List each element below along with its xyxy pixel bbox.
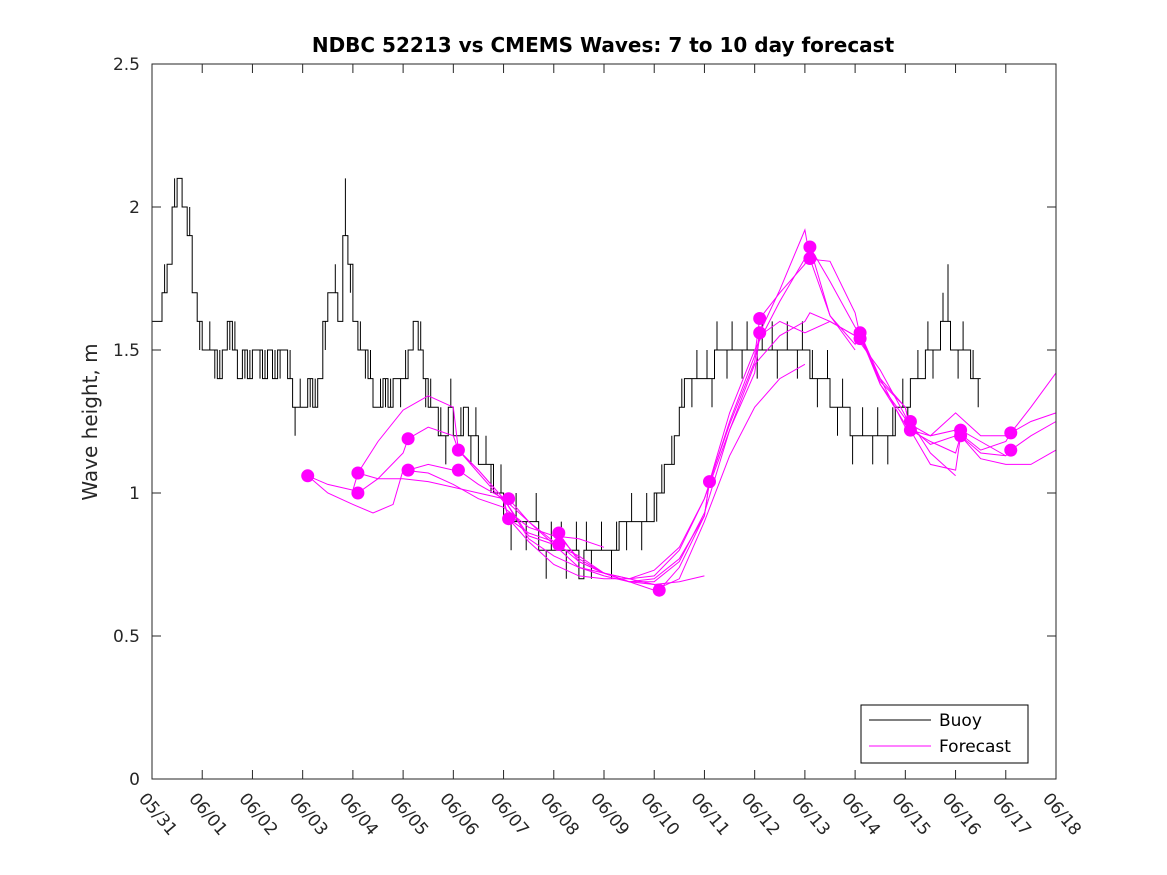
forecast-marker-16	[803, 240, 817, 254]
forecast-marker-12	[652, 583, 666, 597]
y-axis-label: Wave height, m	[78, 343, 102, 500]
forecast-marker-17	[803, 252, 817, 265]
forecast-marker-4	[401, 432, 415, 446]
forecast-run-line-1	[307, 469, 605, 548]
y-tick-label: 1.5	[113, 341, 140, 361]
forecast-marker-10	[552, 526, 566, 540]
forecast-marker-9	[502, 512, 516, 526]
forecast-marker-8	[502, 492, 516, 506]
forecast-marker-24	[1004, 426, 1018, 440]
forecast-marker-19	[853, 332, 867, 346]
forecast-run-line-6	[458, 257, 956, 591]
forecast-run-line-3	[357, 363, 806, 591]
forecast-marker-6	[451, 443, 465, 457]
y-tick-label: 1	[129, 484, 140, 504]
forecast-marker-1	[301, 469, 315, 483]
y-tick-label: 0	[129, 770, 140, 790]
forecast-marker-14	[753, 312, 767, 325]
legend-box	[860, 704, 1029, 764]
forecast-marker-3	[351, 486, 365, 500]
forecast-marker-15	[753, 326, 767, 340]
forecast-run-line-5	[407, 245, 906, 580]
legend-buoy-label: Buoy	[939, 711, 982, 731]
plot-area	[152, 177, 1057, 597]
forecast-marker-2	[351, 466, 365, 480]
legend-forecast-label: Forecast	[939, 737, 1011, 757]
legend: Buoy Forecast	[860, 704, 1029, 764]
forecast-marker-13	[703, 475, 716, 489]
forecast-run-line-8	[558, 312, 1057, 583]
forecast-marker-25	[1004, 443, 1018, 457]
forecast-run-line-11	[910, 412, 1057, 451]
forecast-marker-5	[401, 463, 415, 477]
y-tick-label: 2	[129, 198, 140, 218]
forecast-marker-21	[903, 423, 917, 437]
y-tick-label: 2.5	[113, 55, 140, 75]
y-tick-label: 0.5	[113, 627, 140, 647]
forecast-marker-23	[954, 429, 968, 443]
forecast-marker-11	[552, 538, 566, 551]
forecast-marker-7	[451, 463, 465, 477]
forecast-run-line-10	[859, 335, 1057, 465]
buoy-series-line	[152, 177, 981, 580]
chart-title: NDBC 52213 vs CMEMS Waves: 7 to 10 day f…	[312, 33, 895, 57]
